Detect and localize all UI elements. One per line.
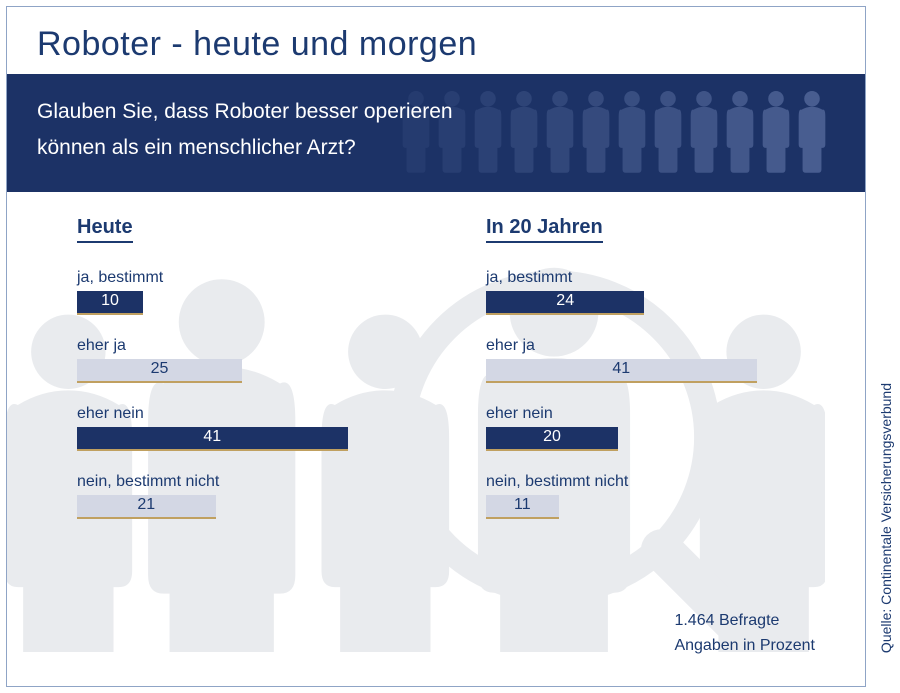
bar: 20 <box>486 427 618 451</box>
source-credit: Quelle: Continentale Versicherungsverbun… <box>878 383 894 653</box>
bar: 25 <box>77 359 242 383</box>
bar-value: 25 <box>151 360 169 378</box>
bar-value: 11 <box>514 496 531 514</box>
bar-label: eher nein <box>486 405 835 423</box>
infographic-frame: Roboter - heute und morgen Glauben Sie, … <box>6 6 866 687</box>
bar-wrap: 24 <box>486 291 835 317</box>
bar-label: nein, bestimmt nicht <box>486 473 835 491</box>
bar-wrap: 41 <box>486 359 835 385</box>
chart-content: Heute ja, bestimmt 10 eher ja 25 eher nein 41 n… <box>7 192 865 683</box>
bar-label: ja, bestimmt <box>77 269 426 287</box>
bar-group: ja, bestimmt 24 <box>486 269 835 317</box>
page-title: Roboter - heute und morgen <box>7 7 865 74</box>
bar-wrap: 10 <box>77 291 426 317</box>
footer-line-2: Angaben in Prozent <box>674 633 815 659</box>
footer-info: 1.464 Befragte Angaben in Prozent <box>674 608 815 659</box>
bar-wrap: 20 <box>486 427 835 453</box>
bar: 24 <box>486 291 644 315</box>
chart-column: Heute ja, bestimmt 10 eher ja 25 eher nein 41 n… <box>77 216 426 541</box>
bar-wrap: 25 <box>77 359 426 385</box>
bar: 10 <box>77 291 143 315</box>
column-title: Heute <box>77 216 133 243</box>
bar-group: eher nein 41 <box>77 405 426 453</box>
bar-wrap: 41 <box>77 427 426 453</box>
chart-columns: Heute ja, bestimmt 10 eher ja 25 eher nein 41 n… <box>77 216 835 541</box>
question-line-2: können als ein menschlicher Arzt? <box>37 130 835 166</box>
bar-group: eher ja 41 <box>486 337 835 385</box>
bar: 41 <box>77 427 348 451</box>
bar-value: 21 <box>137 496 155 514</box>
chart-column: In 20 Jahrenja, bestimmt24eher ja41eher … <box>486 216 835 541</box>
bar-label: nein, bestimmt nicht <box>77 473 426 491</box>
question-band: Glauben Sie, dass Roboter besser operier… <box>7 74 865 192</box>
bar-group: eher ja 25 <box>77 337 426 385</box>
column-title: In 20 Jahren <box>486 216 603 243</box>
bar-label: ja, bestimmt <box>486 269 835 287</box>
bar-group: nein, bestimmt nicht 11 <box>486 473 835 521</box>
bar-label: eher nein <box>77 405 426 423</box>
bar-value: 20 <box>543 428 561 446</box>
bar-label: eher ja <box>486 337 835 355</box>
bar-wrap: 11 <box>486 495 835 521</box>
bar-label: eher ja <box>77 337 426 355</box>
bar: 21 <box>77 495 216 519</box>
bar-value: 24 <box>556 292 574 310</box>
bar-group: ja, bestimmt 10 <box>77 269 426 317</box>
bar-group: eher nein 20 <box>486 405 835 453</box>
bar-value: 10 <box>101 292 119 310</box>
bar-value: 41 <box>612 360 630 378</box>
bar-group: nein, bestimmt nicht 21 <box>77 473 426 521</box>
bar: 11 <box>486 495 559 519</box>
bar-wrap: 21 <box>77 495 426 521</box>
footer-line-1: 1.464 Befragte <box>674 608 815 634</box>
bar-value: 41 <box>203 428 221 446</box>
bar: 41 <box>486 359 757 383</box>
question-line-1: Glauben Sie, dass Roboter besser operier… <box>37 94 835 130</box>
